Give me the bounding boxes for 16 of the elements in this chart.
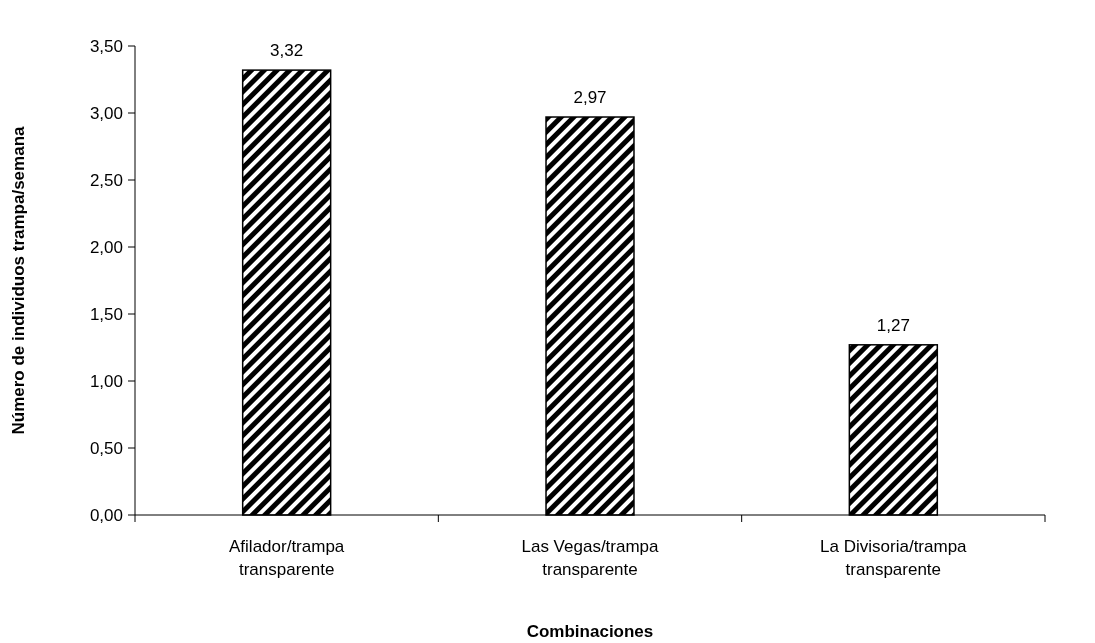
data-label: 1,27 (876, 315, 910, 335)
y-tick-label: 1,50 (89, 304, 123, 324)
x-tick-label: Las Vegas/trampa transparente (521, 537, 660, 579)
y-tick-label: 1,00 (89, 371, 123, 391)
y-tick-label: 2,50 (89, 170, 123, 190)
data-label: 2,97 (573, 88, 607, 108)
y-tick-label: 0,50 (89, 438, 123, 458)
y-tick-label: 0,00 (89, 505, 123, 525)
y-tick-label: 2,00 (89, 237, 123, 257)
data-label: 3,32 (270, 41, 304, 61)
y-tick-label: 3,00 (89, 103, 123, 123)
y-axis-title: Número de individuos trampa/semana (9, 125, 28, 435)
x-axis-title: Combinaciones (526, 622, 654, 641)
y-tick-label: 3,50 (89, 36, 123, 56)
x-tick-label: Afilador/trampa transparente (229, 537, 345, 579)
x-tick-label: La Divisoria/trampa transparente (820, 537, 968, 579)
